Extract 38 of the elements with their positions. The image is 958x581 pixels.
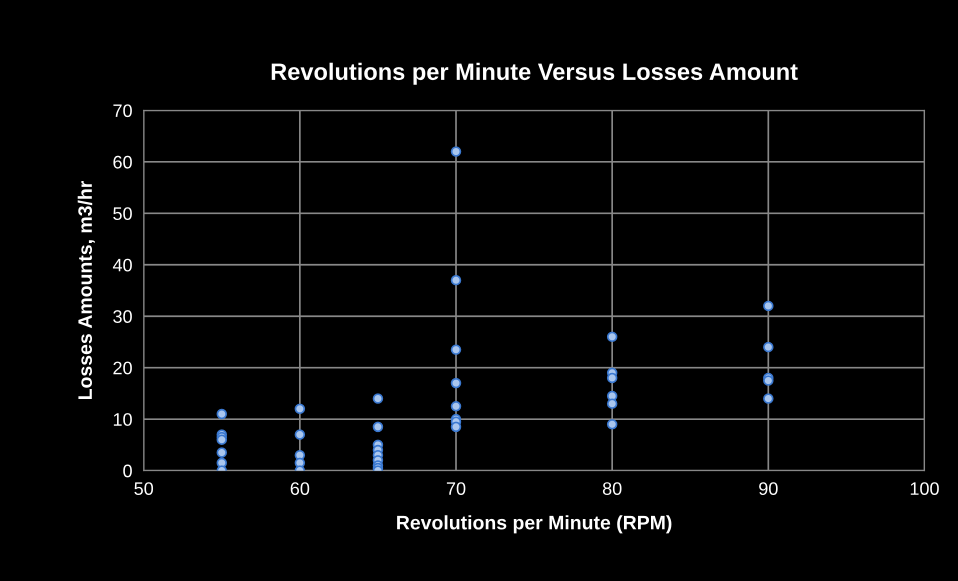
point	[606, 372, 618, 384]
x-axis-title: Revolutions per Minute (RPM)	[397, 515, 672, 534]
point	[216, 434, 228, 445]
point	[450, 146, 462, 157]
y-tick-label: 40	[112, 258, 132, 272]
x-tick-label: 60	[290, 482, 310, 495]
point	[606, 419, 618, 430]
point	[763, 342, 774, 352]
point	[450, 422, 462, 432]
y-tick-label: 30	[113, 310, 132, 323]
point	[763, 375, 774, 386]
x-tick-label: 90	[759, 482, 778, 495]
point	[450, 378, 462, 388]
point	[294, 404, 306, 414]
y-tick-label: 10	[114, 413, 132, 426]
point	[450, 274, 462, 286]
y-tick-label: 50	[113, 207, 132, 220]
chart-title: Revolutions per Minute Versus Losses Amount	[272, 62, 798, 85]
x-tick-label: 70	[446, 482, 466, 495]
x-tick-label: 50	[134, 482, 154, 495]
y-tick-label: 70	[113, 104, 132, 118]
point	[216, 447, 228, 458]
x-tick-label: 100	[910, 482, 939, 495]
point	[450, 344, 462, 355]
point	[606, 332, 618, 342]
point	[216, 408, 228, 420]
y-tick-label: 0	[123, 464, 132, 478]
y-axis-title: Losses Amounts, m3/hr	[78, 180, 95, 400]
point	[450, 401, 462, 412]
point	[294, 429, 306, 440]
point	[372, 393, 384, 404]
y-tick-label: 20	[113, 362, 132, 374]
point	[763, 300, 774, 312]
y-tick-label: 60	[113, 156, 132, 169]
point	[606, 398, 618, 409]
x-tick-label: 80	[602, 482, 622, 495]
point	[372, 422, 384, 432]
point	[763, 393, 774, 404]
